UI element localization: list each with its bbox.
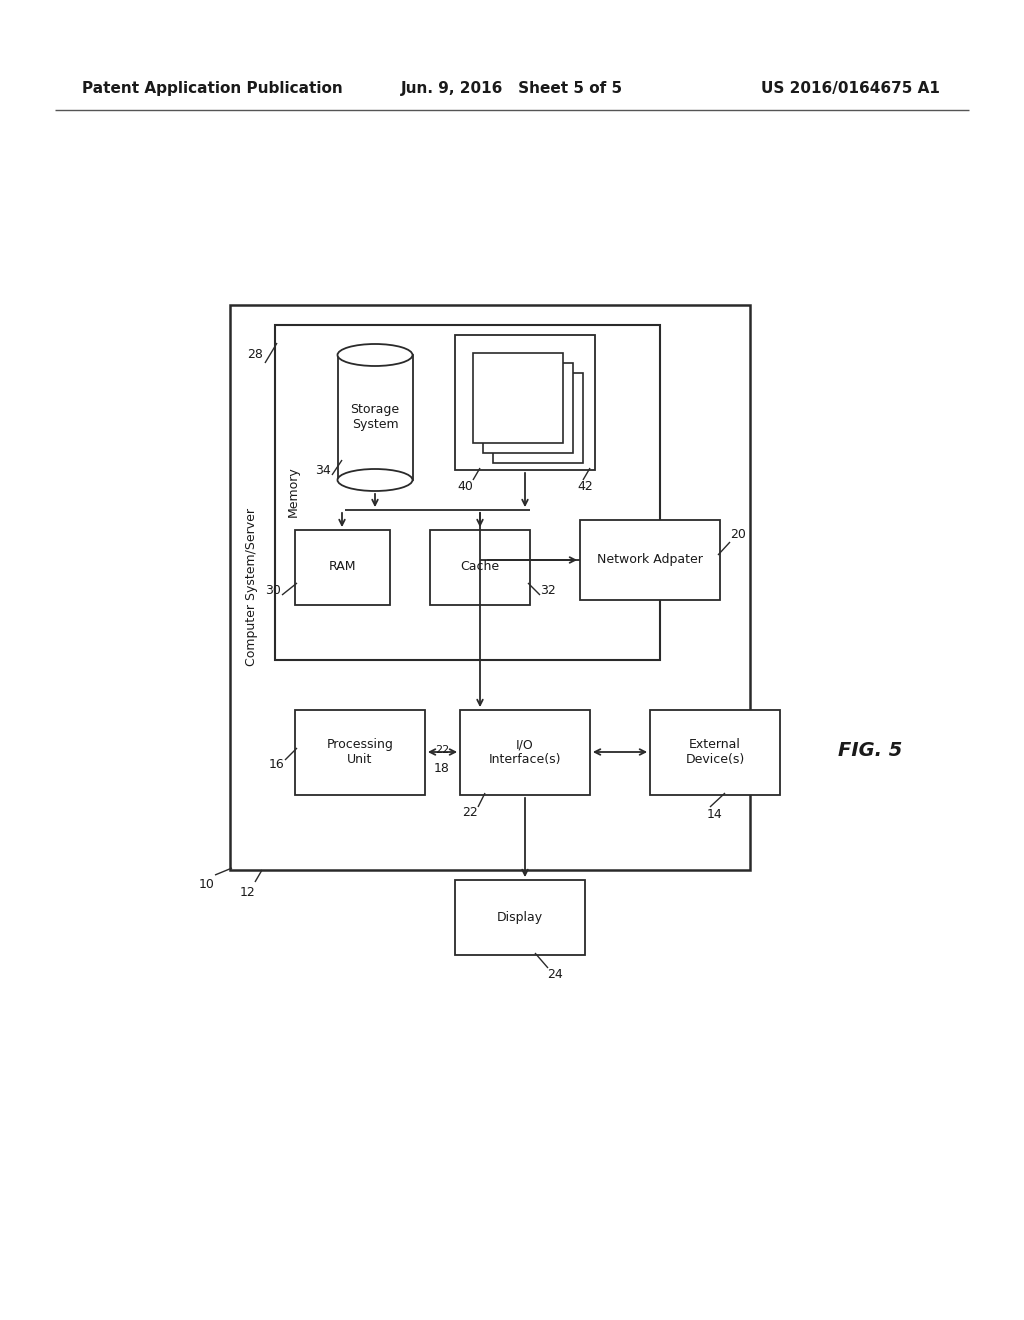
Bar: [230, 305, 750, 870]
Bar: [295, 710, 425, 795]
Text: 20: 20: [730, 528, 745, 541]
Text: 12: 12: [240, 887, 256, 899]
Text: US 2016/0164675 A1: US 2016/0164675 A1: [761, 81, 940, 95]
Bar: [430, 531, 530, 605]
Text: 30: 30: [265, 583, 281, 597]
Text: RAM: RAM: [329, 561, 355, 573]
Bar: [493, 374, 583, 463]
Text: Processing
Unit: Processing Unit: [327, 738, 393, 766]
Text: Memory: Memory: [287, 467, 299, 517]
Text: 34: 34: [315, 463, 331, 477]
Bar: [483, 363, 573, 453]
Text: FIG. 5: FIG. 5: [838, 741, 902, 759]
Bar: [473, 352, 563, 444]
Bar: [455, 335, 595, 470]
Text: 32: 32: [540, 583, 556, 597]
Text: Network Adpater: Network Adpater: [597, 553, 702, 566]
Text: 16: 16: [269, 759, 285, 771]
Bar: [460, 710, 590, 795]
Text: External
Device(s): External Device(s): [685, 738, 744, 766]
Bar: [275, 325, 660, 660]
Text: 22: 22: [435, 744, 450, 755]
Text: Storage
System: Storage System: [350, 403, 399, 432]
Text: Patent Application Publication: Patent Application Publication: [82, 81, 343, 95]
Text: I/O
Interface(s): I/O Interface(s): [488, 738, 561, 766]
Text: 28: 28: [247, 348, 263, 362]
Text: Cache: Cache: [461, 561, 500, 573]
Text: 42: 42: [578, 479, 593, 492]
Text: Display: Display: [497, 911, 543, 924]
Text: 18: 18: [434, 762, 450, 775]
Text: Jun. 9, 2016   Sheet 5 of 5: Jun. 9, 2016 Sheet 5 of 5: [401, 81, 623, 95]
Bar: [650, 710, 780, 795]
Bar: [295, 531, 390, 605]
Text: Computer System/Server: Computer System/Server: [246, 508, 258, 667]
Text: 24: 24: [547, 969, 563, 982]
Text: 14: 14: [708, 808, 723, 821]
Bar: [580, 520, 720, 601]
Bar: [455, 880, 585, 954]
Ellipse shape: [338, 345, 413, 366]
Bar: [338, 355, 413, 480]
Ellipse shape: [338, 469, 413, 491]
Text: 40: 40: [457, 479, 473, 492]
Text: 22: 22: [462, 807, 478, 820]
Text: 10: 10: [199, 879, 215, 891]
